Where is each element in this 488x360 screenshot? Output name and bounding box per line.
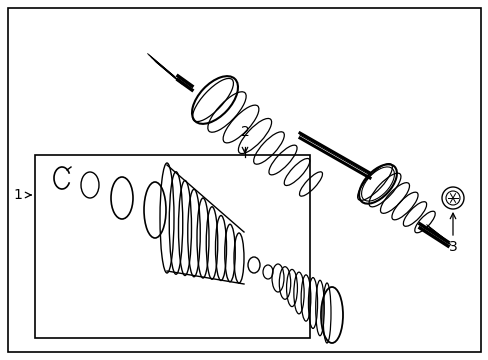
Bar bbox=[35, 155, 309, 338]
Text: 1: 1 bbox=[13, 188, 22, 202]
Text: 3: 3 bbox=[447, 240, 456, 254]
Text: 2: 2 bbox=[240, 125, 249, 139]
